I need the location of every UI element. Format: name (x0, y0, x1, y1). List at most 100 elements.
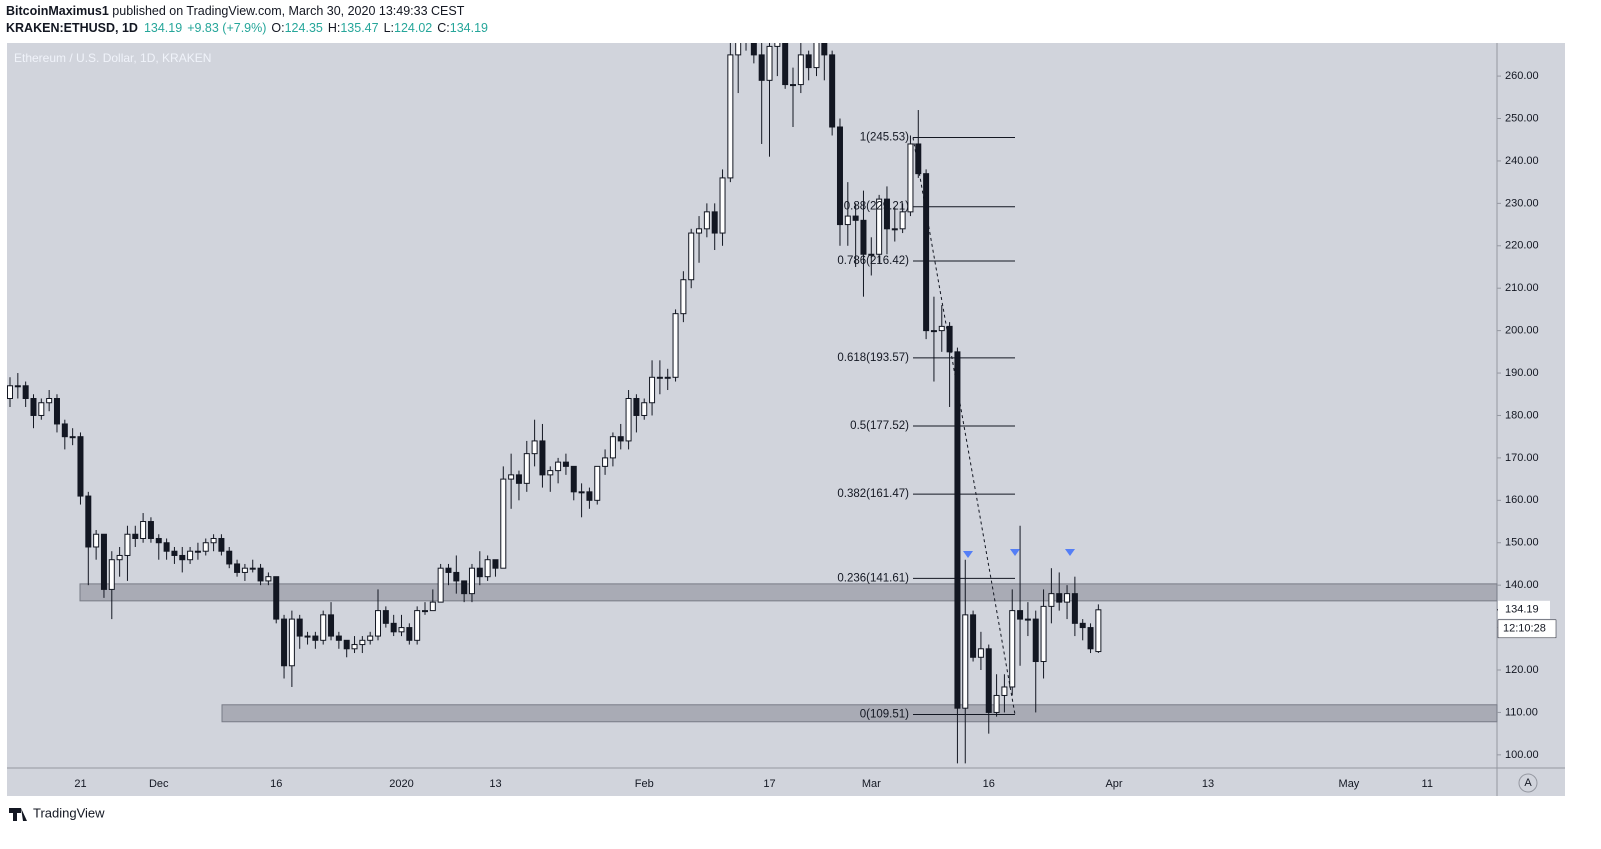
symbol: KRAKEN:ETHUSD, 1D (6, 21, 138, 35)
candles (7, 43, 1102, 764)
candle-body (688, 232, 695, 281)
candle-body (100, 533, 107, 590)
candle-body (891, 228, 898, 231)
open: 124.35 (285, 21, 323, 35)
candle-body (672, 313, 679, 378)
price: 134.19 (144, 21, 182, 35)
auto-scale-label[interactable]: A (1524, 777, 1532, 789)
candle-body (257, 567, 264, 582)
candle-body (609, 436, 616, 459)
candle-body (171, 550, 178, 556)
y-tick-label: 170.00 (1505, 452, 1539, 464)
y-tick-label: 220.00 (1505, 240, 1539, 252)
support-resistance-zone (79, 583, 1498, 602)
candle-body (132, 533, 139, 539)
candle-body (562, 461, 569, 467)
candle-body (727, 54, 734, 179)
candle-body (993, 694, 1000, 713)
change: +9.83 (+7.9%) (187, 21, 266, 35)
candle-body (586, 491, 593, 501)
y-tick-label: 260.00 (1505, 70, 1539, 82)
candle-body (461, 580, 468, 595)
candle-body (437, 567, 444, 603)
candle-body (1024, 618, 1031, 621)
axes: 100.00110.00120.00130.00140.00150.00160.… (74, 70, 1557, 790)
candle-body (234, 563, 241, 573)
y-tick-label: 140.00 (1505, 579, 1539, 591)
candle-body (359, 639, 366, 646)
x-tick-label: 21 (74, 778, 86, 790)
candle-body (1040, 605, 1047, 663)
candle-body (296, 618, 303, 637)
x-tick-label: Dec (149, 778, 169, 790)
y-tick-label: 230.00 (1505, 197, 1539, 209)
candle-body (155, 537, 162, 544)
candle-body (93, 533, 100, 548)
candle-body (508, 474, 515, 480)
footer (0, 796, 1601, 849)
candle-body (1087, 627, 1094, 650)
candle-body (977, 648, 984, 658)
candle-body (61, 423, 68, 438)
x-tick-label: 2020 (389, 778, 413, 790)
candle-body (1048, 593, 1055, 607)
low: 124.02 (394, 21, 432, 35)
candle-body (249, 567, 256, 570)
candle-body (790, 84, 796, 87)
candle-body (429, 601, 436, 612)
x-tick-label: 17 (763, 778, 775, 790)
candle-body (515, 474, 522, 484)
y-tick-label: 200.00 (1505, 325, 1539, 337)
candle-body (868, 253, 875, 256)
candle-body (390, 622, 397, 633)
x-tick-label: 16 (270, 778, 282, 790)
candle-body (492, 559, 499, 569)
candle-body (797, 54, 804, 86)
candle-body (915, 143, 922, 175)
candle-body (617, 436, 624, 442)
user: BitcoinMaximus1 (6, 4, 109, 18)
fib-label: 0.236(141.61) (837, 572, 909, 584)
candle-body (844, 215, 851, 226)
fib-label: 0(109.51) (860, 709, 909, 721)
candle-body (163, 542, 170, 552)
x-tick-label: 16 (983, 778, 995, 790)
candle-body (484, 559, 491, 578)
last-price-tag (1498, 600, 1550, 619)
candle-body (53, 398, 60, 425)
candle-body (954, 351, 961, 709)
candle-body (116, 554, 123, 561)
candle-body (343, 639, 350, 650)
x-tick-label: May (1339, 778, 1360, 790)
candle-body (281, 618, 288, 667)
candle-body (680, 279, 687, 315)
candle-body (735, 43, 742, 56)
candle-body (758, 54, 765, 81)
candle-body (147, 521, 154, 539)
fib-label: 0.382(161.47) (837, 488, 909, 500)
candle-body (265, 576, 272, 582)
candle-body (664, 376, 671, 379)
last-price-label: 134.19 (1505, 604, 1539, 616)
y-tick-label: 210.00 (1505, 282, 1539, 294)
candle-body (719, 177, 726, 234)
candle-body (523, 453, 530, 484)
fib-label: 0.88(229.21) (844, 201, 909, 213)
candle-body (351, 644, 358, 650)
candle-body (1095, 609, 1102, 653)
y-tick-label: 100.00 (1505, 749, 1539, 761)
fib-trend-line (912, 137, 1016, 715)
auto-scale-button[interactable] (1518, 773, 1538, 793)
candle-body (711, 211, 718, 234)
candle-body (1009, 610, 1016, 688)
candle-body (774, 43, 781, 47)
brand: TradingView (33, 805, 105, 820)
candle-body (7, 385, 13, 400)
candle-body (923, 173, 930, 332)
candle-body (108, 559, 115, 590)
candle-body (38, 402, 45, 416)
candle-body (625, 398, 632, 442)
y-tick-label: 120.00 (1505, 664, 1539, 676)
candle-body (1017, 610, 1024, 620)
candle-body (805, 54, 812, 69)
